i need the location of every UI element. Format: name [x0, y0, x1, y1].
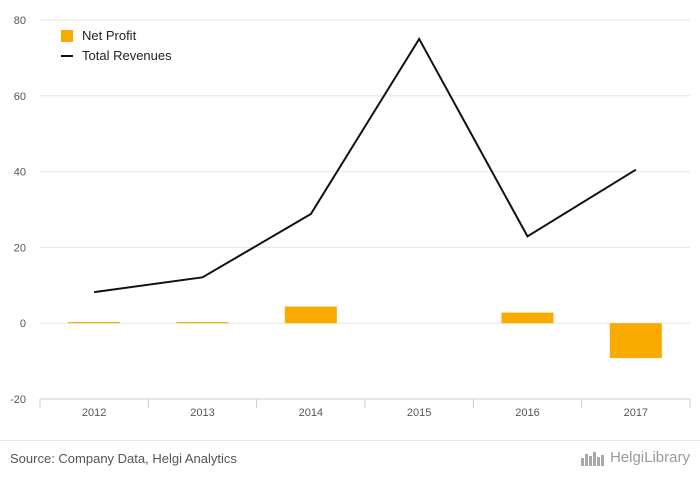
- legend: Net Profit Total Revenues: [61, 28, 172, 63]
- y-tick-label: 60: [14, 91, 26, 103]
- net-profit-bar: [68, 322, 121, 324]
- x-tick-label: 2015: [407, 407, 431, 419]
- net-profit-bars: [68, 306, 662, 359]
- x-tick-label: 2012: [82, 407, 106, 419]
- source-note: Source: Company Data, Helgi Analytics: [10, 451, 237, 466]
- x-tick-label: 2017: [624, 407, 648, 419]
- brand-link[interactable]: HelgiLibrary: [580, 449, 690, 466]
- x-tick-label: 2016: [515, 407, 539, 419]
- total-revenues-line: [94, 36, 637, 294]
- y-tick-label: 40: [14, 167, 26, 179]
- axes: -20 0 20 40 60 80 2012 2013 2014 2015 2016 2017: [10, 15, 691, 419]
- legend-label-total-revenues: Total Revenues: [82, 48, 172, 63]
- y-tick-label: -20: [10, 394, 26, 406]
- legend-label-net-profit: Net Profit: [82, 28, 137, 43]
- x-tick-label: 2014: [299, 407, 323, 419]
- chart-footer: Source: Company Data, Helgi Analytics He…: [0, 440, 700, 483]
- net-profit-bar: [284, 306, 337, 324]
- skyline-logo-icon: [580, 451, 604, 466]
- net-profit-bar: [609, 323, 662, 359]
- y-tick-label: 20: [14, 242, 26, 254]
- combo-chart: -20 0 20 40 60 80 2012 2013 2014 2015 2016 2017 Net…: [10, 15, 691, 419]
- net-profit-bar: [176, 322, 229, 324]
- x-tick-label: 2013: [190, 407, 214, 419]
- y-tick-label: 0: [20, 318, 26, 330]
- grid-lines: [40, 19, 690, 324]
- total-revenues-line-group: [94, 36, 637, 294]
- y-tick-label: 80: [14, 15, 26, 27]
- net-profit-bar: [501, 312, 554, 324]
- brand-name: HelgiLibrary: [609, 449, 690, 466]
- legend-swatch-net-profit: [61, 30, 73, 42]
